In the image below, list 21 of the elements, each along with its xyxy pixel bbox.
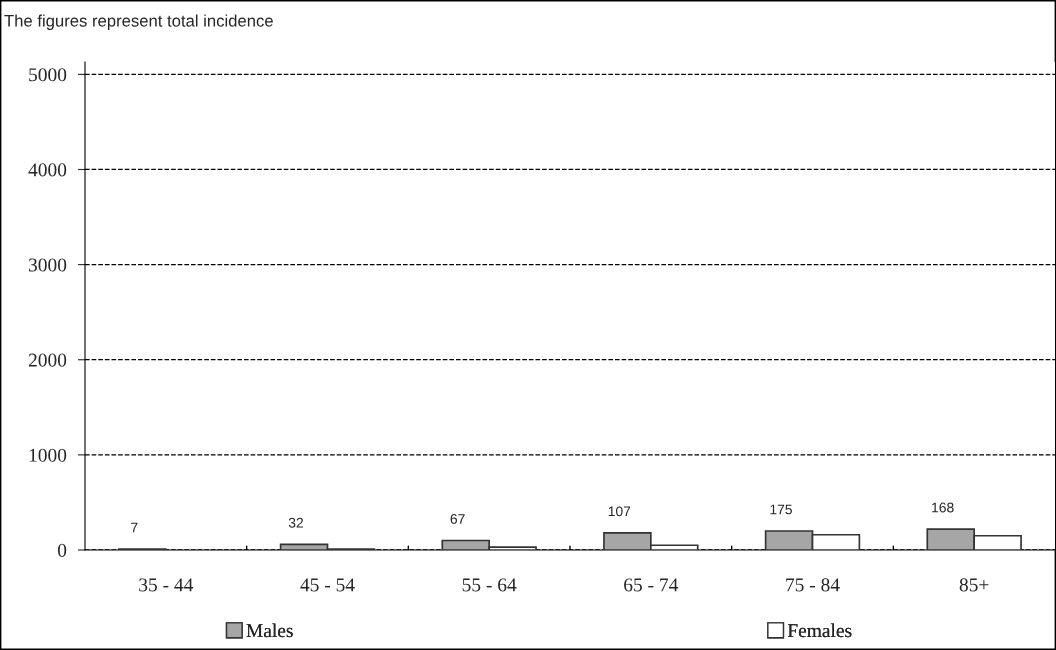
annotation: 67 [450,514,465,524]
x-tick-label: 55 - 64 [462,578,517,592]
x-tick-label: 75 - 84 [786,578,840,592]
x-tick-label: 65 - 74 [624,578,679,592]
annotation: 7 [131,522,138,533]
annotation: 175 [770,504,792,515]
legend-label: Males [246,623,293,638]
annotation: 32 [288,517,303,528]
y-tick-label: 3000 [28,258,67,272]
annotation: 168 [932,502,954,513]
y-tick-label: 0 [57,543,67,557]
y-tick-label: 1000 [29,448,67,462]
legend-label: Females [787,623,852,638]
x-tick-label: 35 - 44 [139,578,194,592]
y-tick-label: 5000 [29,68,67,82]
x-tick-label: 85+ [959,578,989,592]
y-tick-label: 2000 [28,353,67,367]
annotation: 107 [608,506,631,517]
chart-title: The figures represent total incidence [4,14,273,30]
x-tick-label: 45 - 54 [300,578,355,592]
y-tick-label: 4000 [28,163,67,177]
